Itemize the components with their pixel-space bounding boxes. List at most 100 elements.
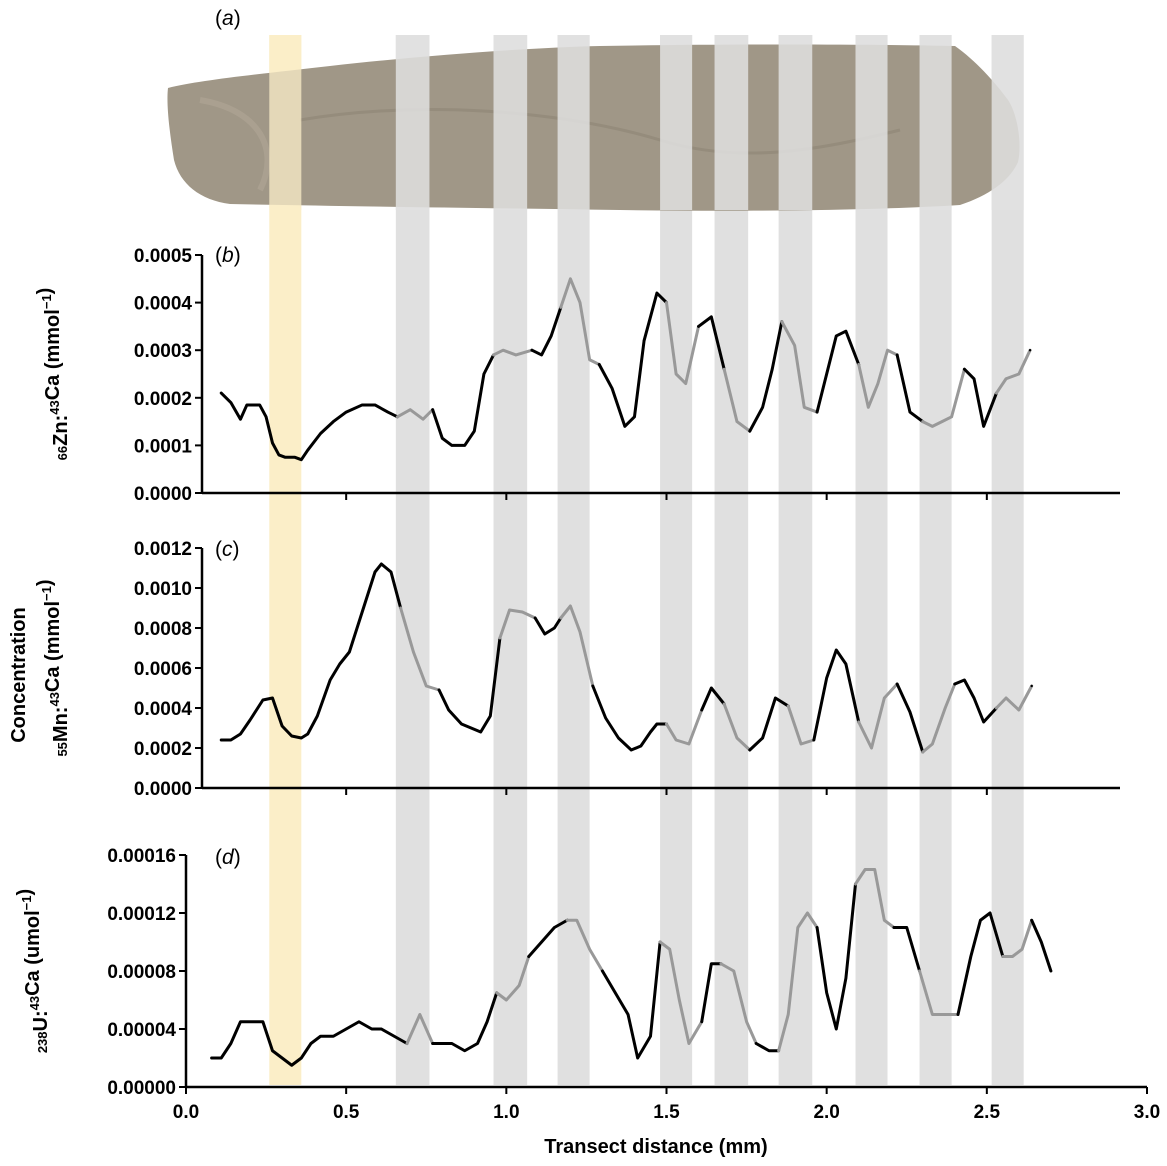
data-point-b: [710, 315, 713, 319]
x-axis-tick-labels: 0.0 0.5 1.0 1.5 2.0 2.5 3.0: [173, 1102, 1160, 1123]
x-tick-label: 2.0: [813, 1102, 839, 1123]
panel-label-c: (c): [215, 538, 240, 561]
data-point-c: [774, 696, 777, 700]
data-point-d: [405, 1042, 409, 1045]
data-point-b: [771, 368, 774, 371]
data-point-d: [1030, 919, 1033, 922]
data-point-b: [473, 429, 476, 433]
data-point-d: [601, 969, 604, 973]
series-line-segment-d: [754, 1042, 781, 1053]
data-point-b: [995, 391, 998, 395]
data-point-b: [697, 325, 700, 328]
data-point-b: [895, 353, 899, 357]
data-point-b: [277, 453, 281, 457]
data-point-b: [972, 377, 976, 380]
data-point-b: [306, 448, 309, 452]
x-tick-label: 3.0: [1134, 1102, 1160, 1123]
data-point-c: [469, 726, 473, 730]
data-point-d: [745, 1020, 748, 1023]
data-point-d: [719, 962, 723, 965]
data-point-b: [482, 372, 486, 376]
data-point-c: [735, 736, 739, 740]
series-line-segment-c: [953, 678, 998, 724]
data-point-c: [972, 696, 976, 700]
data-point-b: [264, 415, 268, 419]
data-point-b: [514, 353, 518, 357]
data-point-c: [995, 706, 998, 710]
series-line-segment-d: [815, 882, 857, 1031]
data-point-b: [886, 349, 889, 352]
data-point-d: [863, 868, 867, 871]
data-point-b: [803, 406, 806, 409]
data-point-d: [636, 1056, 639, 1060]
data-point-b: [761, 406, 764, 409]
data-point-b: [982, 425, 985, 428]
panel-label-d: (d): [215, 846, 241, 869]
data-point-b: [588, 358, 591, 361]
data-point-d: [210, 1056, 213, 1060]
x-tick-label: 0.0: [173, 1102, 199, 1123]
grey-band-overlay-3: [557, 35, 590, 210]
data-point-c: [399, 606, 402, 610]
data-point-d: [431, 1042, 434, 1045]
series-line-segment-c: [895, 682, 925, 754]
data-point-d: [517, 984, 521, 987]
data-point-b: [684, 382, 687, 385]
y-axis-title-c: 55Mn:43Ca (mmol−1): [34, 579, 72, 756]
data-point-c: [521, 610, 524, 614]
data-point-b: [373, 403, 377, 407]
data-point-c: [316, 714, 319, 718]
data-point-c: [982, 720, 985, 724]
data-point-d: [700, 1020, 703, 1023]
data-point-b: [633, 415, 636, 419]
data-point-d: [825, 991, 828, 994]
otolith-growth-ring: [199, 97, 271, 192]
data-point-c: [908, 710, 912, 714]
data-point-c: [617, 736, 620, 740]
data-point-b: [844, 329, 848, 333]
data-point-b: [501, 349, 505, 352]
data-point-b: [780, 320, 784, 323]
series-line-segment-b: [219, 391, 399, 462]
data-point-d: [463, 1049, 466, 1052]
data-point-b: [386, 410, 390, 414]
data-point-d: [687, 1042, 691, 1045]
y-tick-label-b: 0.0005: [134, 246, 193, 267]
data-point-d: [239, 1020, 242, 1023]
y-axis-title-b: 66Zn:43Ca (mmol−1): [34, 288, 72, 461]
series-line-segment-b: [780, 320, 819, 414]
data-point-b: [431, 408, 434, 411]
data-point-b: [284, 456, 287, 459]
series-line-segment-c: [219, 562, 403, 742]
data-point-b: [857, 363, 860, 366]
data-point-d: [658, 940, 662, 944]
transect-bands-over-image: [269, 35, 1024, 210]
y-tick-label-b: 0.0003: [134, 341, 192, 362]
data-point-d: [931, 1013, 934, 1016]
data-point-c: [604, 716, 607, 720]
data-point-d: [393, 1035, 396, 1038]
data-point-c: [280, 724, 284, 728]
data-point-c: [239, 732, 242, 736]
data-point-b: [441, 437, 444, 440]
series-line-segment-d: [600, 940, 662, 1060]
data-point-b: [463, 444, 466, 447]
series-line-segment-b: [748, 320, 784, 433]
y-tick-label-d: 0.00008: [107, 962, 176, 983]
data-point-c: [943, 706, 947, 710]
data-point-c: [700, 708, 703, 712]
data-point-b: [344, 410, 348, 414]
data-point-d: [332, 1035, 335, 1038]
data-point-d: [370, 1027, 373, 1031]
data-point-d: [873, 868, 876, 871]
data-point-b: [876, 382, 880, 385]
data-point-d: [892, 926, 896, 929]
data-point-c: [389, 570, 393, 574]
data-point-b: [735, 420, 739, 423]
data-point-d: [918, 969, 921, 973]
data-point-c: [261, 698, 265, 702]
y-tick-label-b: 0.0002: [134, 389, 192, 410]
data-point-c: [479, 730, 482, 734]
series-line-segment-b: [962, 367, 998, 428]
data-point-c: [578, 630, 582, 634]
